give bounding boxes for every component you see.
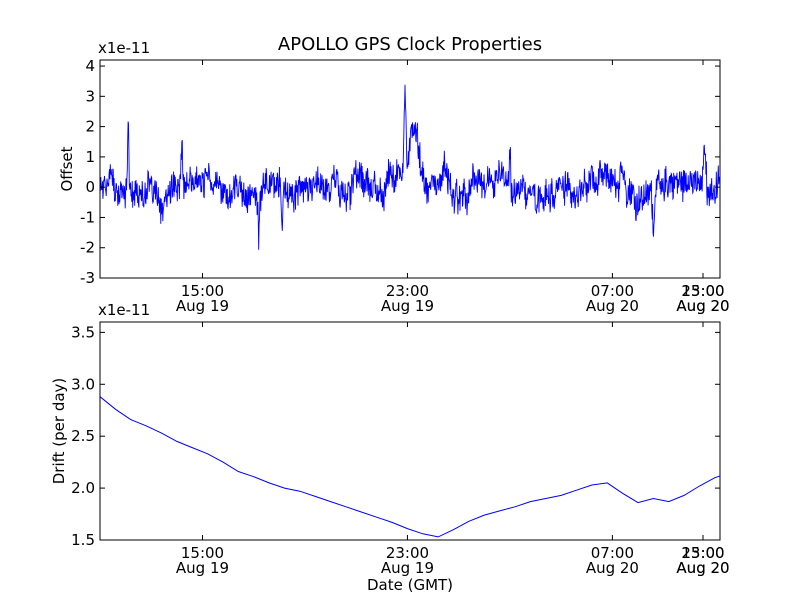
- drift-scale-label: x1e-11: [98, 301, 150, 319]
- drift-y-axis-label: Drift (per day): [50, 378, 68, 485]
- y-tick-label: -3: [80, 269, 95, 287]
- y-tick-label: 4: [85, 57, 95, 75]
- offset-y-ticks: -3 -2 -1 0 1 2 3 4: [80, 57, 720, 287]
- drift-plot-frame: [99, 321, 721, 541]
- x-tick-time-label: 15:00: [181, 282, 224, 300]
- x-tick-date-label: Aug 20: [676, 559, 729, 577]
- offset-y-axis-label: Offset: [58, 146, 76, 191]
- y-tick-label: 3.0: [71, 375, 95, 393]
- x-tick-time-label: 23:00: [386, 282, 429, 300]
- x-tick-date-label: Aug 19: [381, 297, 434, 315]
- y-tick-label: 2.5: [71, 427, 95, 445]
- x-tick-time-label: 07:00: [591, 282, 634, 300]
- x-tick-time-label: 23:00: [681, 282, 724, 300]
- x-tick-date-label: Aug 19: [176, 559, 229, 577]
- x-tick-date-label: Aug 20: [676, 297, 729, 315]
- x-tick-time-label: 15:00: [181, 544, 224, 562]
- y-tick-label: -2: [80, 239, 95, 257]
- x-axis-label: Date (GMT): [367, 576, 453, 594]
- y-tick-label: 1: [85, 148, 95, 166]
- drift-y-ticks: 1.5 2.0 2.5 3.0 3.5: [71, 323, 720, 549]
- x-tick-time-label: 07:00: [591, 544, 634, 562]
- y-tick-label: 2: [85, 118, 95, 136]
- offset-plot-frame: [99, 59, 721, 279]
- x-tick-time-label: 23:00: [681, 544, 724, 562]
- offset-scale-label: x1e-11: [98, 39, 150, 57]
- x-tick-date-label: Aug 19: [381, 559, 434, 577]
- x-tick-date-label: Aug 20: [676, 559, 729, 577]
- figure-title: APOLLO GPS Clock Properties: [278, 34, 542, 55]
- x-tick-time-label: 15:00: [681, 544, 724, 562]
- x-tick-date-label: Aug 19: [176, 297, 229, 315]
- y-tick-label: 0: [85, 178, 95, 196]
- y-tick-label: 1.5: [71, 531, 95, 549]
- y-tick-label: 3: [85, 87, 95, 105]
- y-tick-label: 3.5: [71, 323, 95, 341]
- offset-series: [100, 84, 720, 250]
- x-tick-date-label: Aug 20: [676, 297, 729, 315]
- y-tick-label: 2.0: [71, 479, 95, 497]
- x-tick-time-label: 23:00: [386, 544, 429, 562]
- drift-series: [100, 396, 720, 538]
- offset-line: [100, 84, 720, 250]
- x-tick-date-label: Aug 20: [586, 297, 639, 315]
- x-tick-time-label: 15:00: [681, 282, 724, 300]
- y-tick-label: -1: [80, 208, 95, 226]
- drift-line: [100, 396, 720, 538]
- x-tick-date-label: Aug 20: [586, 559, 639, 577]
